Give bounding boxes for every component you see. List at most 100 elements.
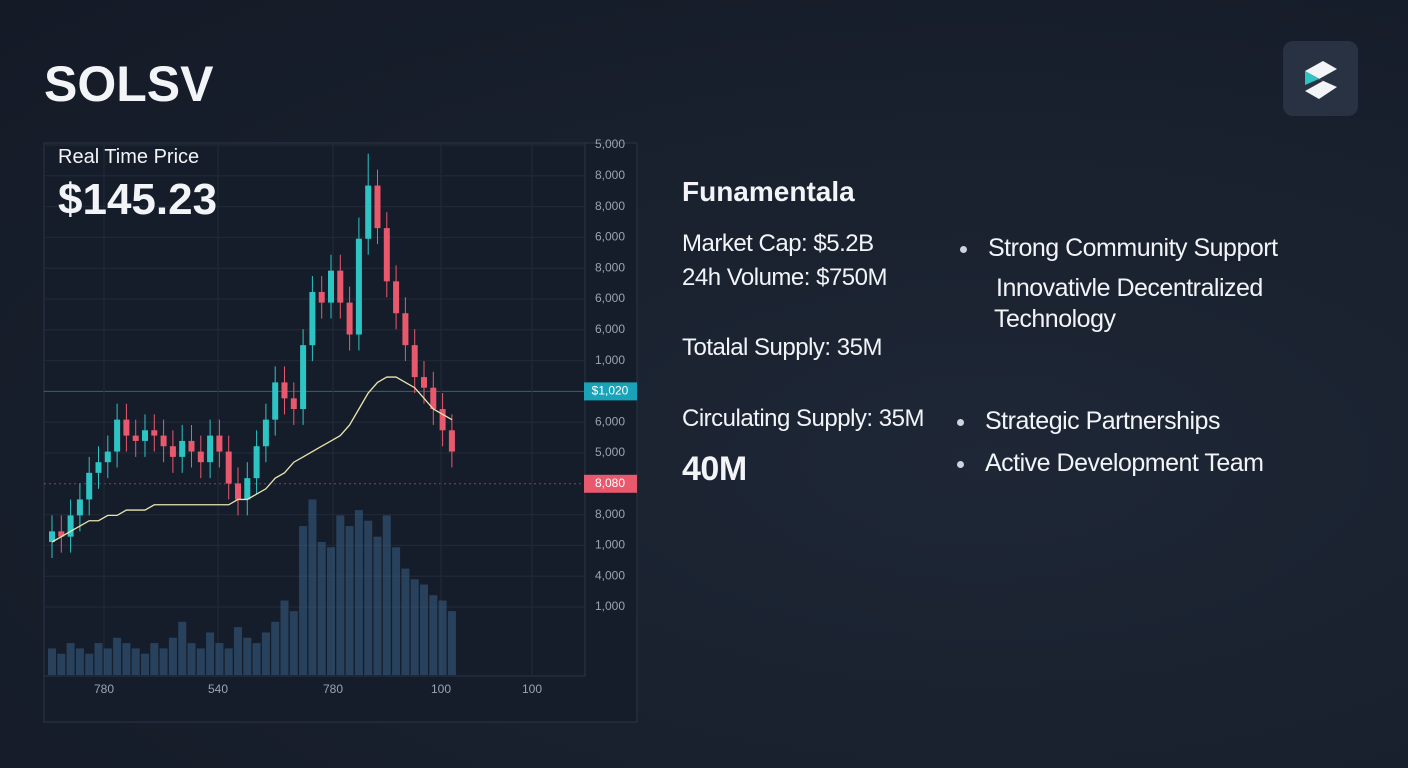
volume-bar [447, 611, 456, 675]
fundamental-item: Circulating Supply: 35M [682, 405, 924, 432]
candle-body [439, 409, 446, 431]
volume-bar [57, 653, 66, 675]
candle-body [290, 398, 297, 409]
chart: 5,000 8,000 8,000 6,000 8,000 6,000 6,000 1,000… [43, 138, 638, 723]
volume-bar [354, 510, 363, 675]
candle-body [123, 419, 130, 436]
volume-bar [336, 515, 345, 675]
volume-bar [373, 536, 382, 675]
moving-average [51, 376, 453, 543]
volume-bar [215, 643, 224, 675]
bullet-item: Active Development Team [985, 449, 1264, 477]
candle-body [114, 419, 121, 452]
candle-body [355, 238, 362, 335]
candle-body [49, 531, 55, 542]
volume-bar [420, 584, 428, 675]
volume-bar [178, 621, 187, 675]
price: $145.23 [58, 175, 218, 224]
price-tag [584, 474, 637, 493]
candle-body [383, 228, 390, 282]
candle-body [402, 313, 409, 346]
fundamental-item: 40M [682, 450, 747, 488]
volume-bar [261, 632, 270, 675]
candle-body [86, 472, 93, 500]
volume-bar [234, 627, 242, 675]
candle-body [262, 419, 269, 447]
volume-bar [308, 499, 317, 675]
candle-body [281, 382, 288, 399]
price-label: Real Time Price [58, 146, 200, 168]
volume-bar [113, 637, 122, 675]
y-tick-label: 6,000 [595, 322, 625, 336]
candle-body [430, 387, 437, 409]
volume-bar [187, 643, 196, 675]
volume-bar [131, 648, 140, 675]
volume-bar [103, 648, 112, 675]
bullet-dot [960, 246, 967, 253]
volume-bar [289, 611, 298, 675]
volume-bar [401, 568, 410, 675]
y-tick-label: 8,000 [595, 260, 625, 274]
volume-bar [280, 600, 289, 675]
candle-body [318, 291, 325, 303]
volume-bar [94, 643, 103, 675]
candle-body [365, 185, 372, 239]
volume-bar [317, 542, 326, 675]
volume-bar [252, 643, 261, 675]
y-tick-label: 1,000 [595, 538, 625, 552]
y-tick-label: 6,000 [595, 291, 625, 305]
candle-body [160, 435, 167, 447]
bullet-dot [957, 419, 964, 426]
candle-body [411, 345, 418, 378]
volume-bar [224, 648, 233, 675]
price-tag [584, 382, 637, 401]
candle-body [104, 451, 111, 463]
y-tick-label: 1,000 [595, 599, 625, 613]
y-tick-label: 4,000 [595, 568, 625, 582]
candle-body [197, 451, 204, 463]
volume-bar [410, 579, 419, 675]
bullet-item: Technology [994, 305, 1116, 333]
volume-bar [196, 648, 205, 675]
x-tick-label: 540 [208, 682, 228, 696]
candle-body [421, 377, 427, 388]
volume-bar [243, 637, 252, 675]
candle-body [76, 499, 83, 516]
volume-bar [48, 648, 56, 675]
candle-body [95, 462, 102, 473]
x-tick-label: 100 [431, 682, 451, 696]
x-tick-label: 100 [522, 682, 542, 696]
candle-body [225, 451, 232, 484]
fundamental-item: 24h Volume: $750M [682, 264, 887, 291]
volume-bar [66, 643, 75, 675]
x-tick-label: 780 [323, 682, 343, 696]
price-tag-label: $1,020 [592, 384, 629, 398]
logo[interactable] [1283, 41, 1358, 116]
candle-body [188, 440, 195, 452]
volume-bar [429, 595, 438, 675]
volume-bar [271, 621, 280, 675]
y-tick-label: 8,000 [595, 199, 625, 213]
x-tick-label: 780 [94, 682, 114, 696]
volume-bar [150, 643, 159, 675]
bullet-dot [957, 461, 964, 468]
bullet-item: Strong Community Support [988, 234, 1278, 262]
volume-bar [168, 637, 177, 675]
candle-body [244, 478, 251, 500]
volume-bar [206, 632, 215, 675]
volume-bar [392, 547, 401, 675]
candle-body [393, 281, 400, 314]
candle-body [309, 291, 316, 346]
candle-body [179, 440, 186, 457]
candle-body [132, 435, 139, 441]
candle-body [169, 446, 176, 457]
y-tick-label: 5,000 [595, 138, 625, 151]
candle-body [151, 430, 158, 436]
volume-bar [122, 643, 131, 675]
y-tick-label: 1,000 [595, 353, 625, 367]
y-tick-label: 5,000 [595, 445, 625, 459]
volume-bar [382, 515, 391, 675]
volume-bar [75, 648, 84, 675]
fundamental-item: Market Cap: $5.2B [682, 230, 874, 257]
